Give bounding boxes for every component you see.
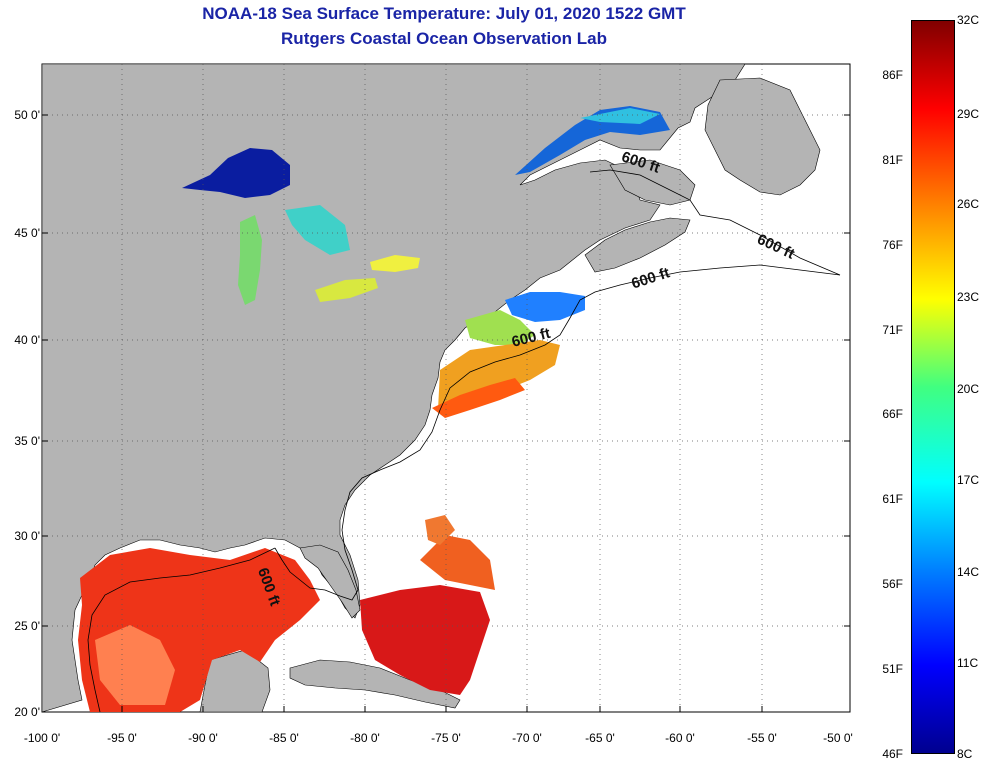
colorbar-f-66: 66F	[882, 407, 903, 421]
colorbar-c-17: 17C	[957, 473, 980, 487]
colorbar-c-23: 23C	[957, 290, 980, 304]
lon-label-55: -55 0'	[747, 731, 777, 745]
land-areas	[41, 63, 821, 713]
lat-label-30: 30 0'	[14, 529, 40, 543]
sst-atlantic-patches	[425, 515, 455, 545]
great-lakes	[182, 148, 420, 305]
colorbar-f-46: 46F	[882, 747, 903, 761]
land-nova-scotia	[584, 217, 691, 273]
colorbar-c-11: 11C	[957, 656, 979, 670]
lon-label-85: -85 0'	[269, 731, 299, 745]
lon-label-100: -100 0'	[23, 731, 61, 745]
lon-label-65: -65 0'	[585, 731, 615, 745]
lon-label-70: -70 0'	[512, 731, 542, 745]
colorbar-f-51: 51F	[882, 662, 903, 676]
lon-label-50: -50 0'	[823, 731, 853, 745]
frame-ticks	[42, 114, 850, 712]
lake-michigan	[238, 215, 262, 305]
sst-gulf-of-maine-green	[465, 310, 535, 345]
lake-huron	[285, 205, 350, 255]
lat-label-25: 25 0'	[14, 619, 40, 633]
sst-gulf-of-maine	[505, 292, 585, 322]
temperature-colorbar	[911, 20, 955, 754]
colorbar-c-26: 26C	[957, 197, 980, 211]
colorbar-c-32: 32C	[957, 13, 980, 27]
colorbar-c-8: 8C	[957, 747, 973, 761]
lat-label-50: 50 0'	[14, 108, 40, 122]
colorbar-f-81: 81F	[882, 153, 903, 167]
colorbar-f-71: 71F	[882, 323, 903, 337]
sst-data	[78, 106, 670, 712]
lat-label-20: 20 0'	[14, 705, 40, 719]
lake-superior	[182, 148, 290, 198]
colorbar-f-76: 76F	[882, 238, 903, 252]
map-subtitle: Rutgers Coastal Ocean Observation Lab	[281, 29, 607, 48]
map-title: NOAA-18 Sea Surface Temperature: July 01…	[202, 4, 686, 23]
sst-atlantic-east	[420, 535, 495, 590]
sst-bahamas	[360, 585, 490, 695]
land-cuba	[289, 659, 461, 709]
lat-label-40: 40 0'	[14, 333, 40, 347]
land-newfoundland	[704, 77, 821, 196]
lon-label-90: -90 0'	[188, 731, 218, 745]
colorbar-c-29: 29C	[957, 107, 980, 121]
lon-label-60: -60 0'	[665, 731, 695, 745]
lake-erie	[315, 278, 378, 302]
lon-label-95: -95 0'	[107, 731, 137, 745]
lat-label-35: 35 0'	[14, 434, 40, 448]
colorbar-f-61: 61F	[882, 492, 903, 506]
isobath-lines	[87, 169, 841, 713]
lon-label-80: -80 0'	[350, 731, 380, 745]
colorbar-f-86: 86F	[882, 68, 903, 82]
graticule	[42, 64, 850, 712]
land-north-america	[41, 63, 746, 713]
sst-mid-atlantic-warm	[432, 378, 525, 418]
lon-label-75: -75 0'	[431, 731, 461, 745]
colorbar-f-56: 56F	[882, 577, 903, 591]
colorbar-c-20: 20C	[957, 382, 980, 396]
colorbar-c-14: 14C	[957, 565, 980, 579]
sst-gulf-mexico-light	[95, 625, 175, 705]
lake-ontario	[370, 255, 420, 272]
lat-label-45: 45 0'	[14, 226, 40, 240]
land-florida	[299, 544, 361, 619]
